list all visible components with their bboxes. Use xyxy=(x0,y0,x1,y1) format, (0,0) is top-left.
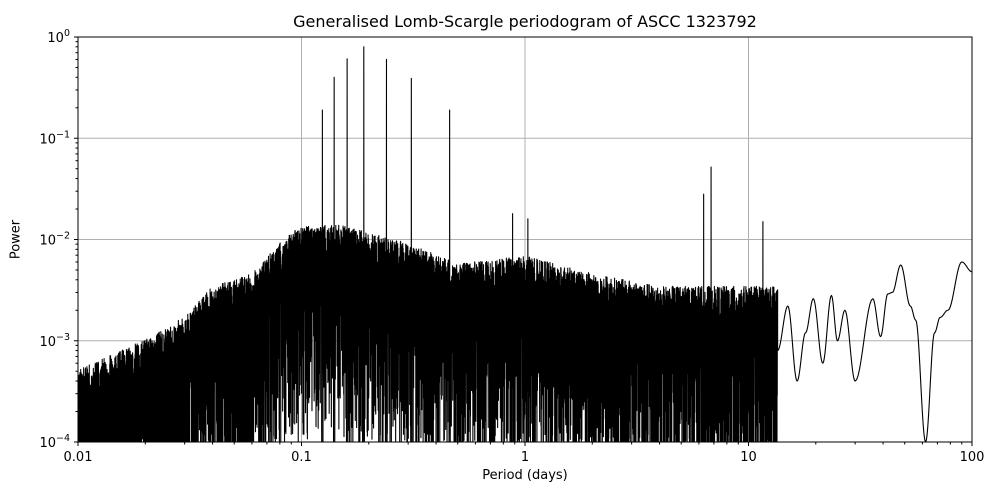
x-axis-label: Period (days) xyxy=(482,468,568,483)
y-axis-label: Power xyxy=(8,219,24,260)
chart-title: Generalised Lomb-Scargle periodogram of … xyxy=(293,12,757,31)
x-tick-label: 10 xyxy=(740,450,757,465)
x-tick-label: 100 xyxy=(960,450,985,465)
y-tick-label: 100 xyxy=(47,28,70,46)
x-tick-label: 0.01 xyxy=(64,450,93,465)
x-tick-label: 0.1 xyxy=(291,450,312,465)
periodogram-line xyxy=(78,46,972,442)
y-tick-label: 10−1 xyxy=(39,129,70,147)
x-axis-ticks: 0.01 0.1 1 10 100 xyxy=(64,442,985,465)
y-tick-label: 10−4 xyxy=(39,433,70,451)
x-tick-label: 1 xyxy=(521,450,529,465)
y-axis-ticks: 100 10−1 10−2 10−3 10−4 xyxy=(39,28,78,451)
y-tick-label: 10−2 xyxy=(39,231,70,249)
y-tick-label: 10−3 xyxy=(39,332,70,350)
